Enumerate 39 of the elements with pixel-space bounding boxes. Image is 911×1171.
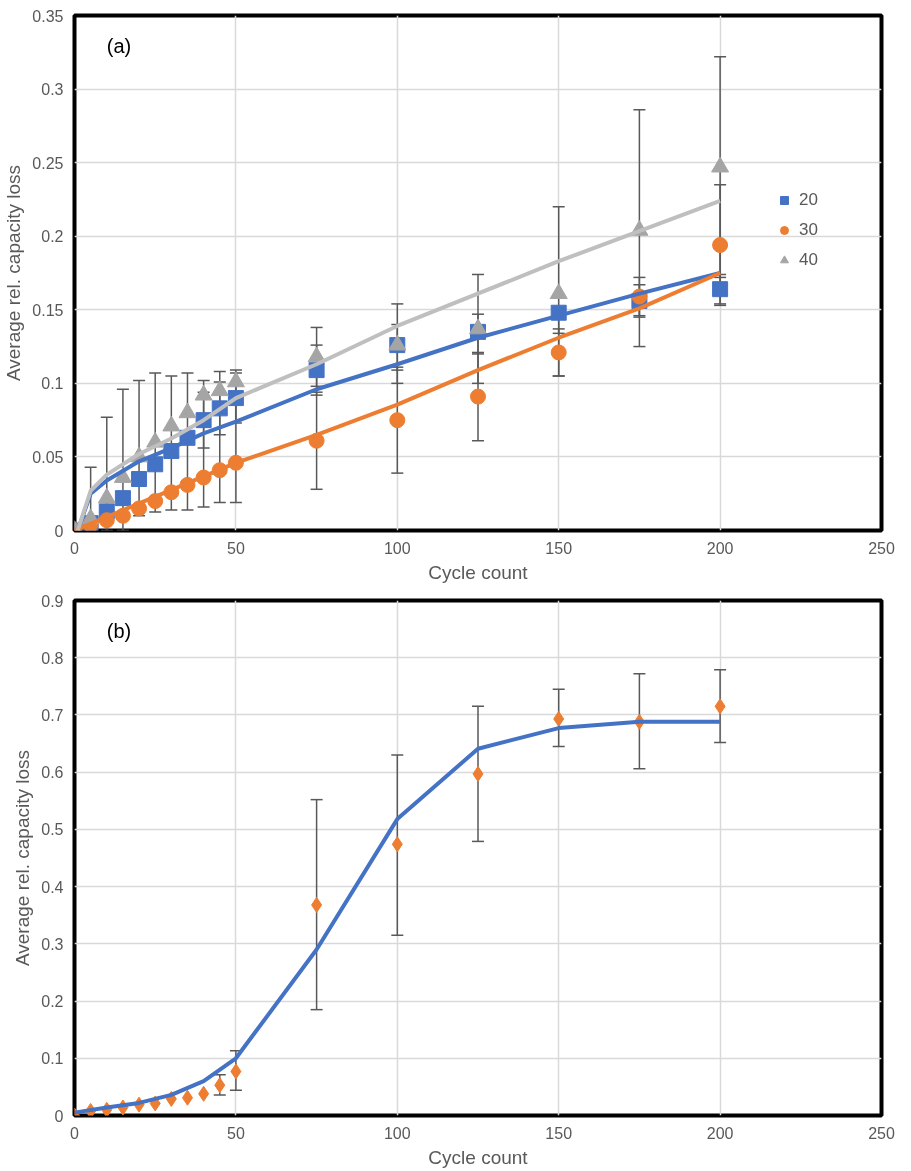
legend-label: 40 bbox=[799, 250, 819, 270]
y-axis-title: Average rel. capacity loss bbox=[3, 164, 25, 382]
y-axis-title: Average rel. capacity loss bbox=[12, 749, 34, 967]
y-tick-label: 0.4 bbox=[41, 878, 64, 896]
y-tick-label: 0.1 bbox=[41, 375, 64, 393]
x-tick-label: 200 bbox=[706, 539, 734, 557]
x-tick-label: 150 bbox=[545, 539, 573, 557]
x-tick-label: 100 bbox=[383, 539, 411, 557]
x-tick-label: 0 bbox=[70, 539, 80, 557]
x-axis-title: Cycle count bbox=[428, 561, 529, 583]
y-tick-label: 0.25 bbox=[32, 154, 64, 172]
y-tick-label: 0.7 bbox=[41, 706, 64, 724]
x-tick-label: 100 bbox=[383, 1124, 411, 1142]
y-tick-label: 0.15 bbox=[32, 301, 64, 319]
annotation: (b) bbox=[106, 619, 132, 642]
y-tick-label: 0 bbox=[54, 1107, 64, 1125]
y-tick-label: 0.6 bbox=[41, 764, 64, 782]
y-tick-label: 0.35 bbox=[32, 7, 64, 25]
x-tick-label: 200 bbox=[706, 1124, 734, 1142]
y-tick-label: 0.2 bbox=[41, 993, 64, 1011]
y-tick-label: 0 bbox=[54, 522, 64, 540]
x-tick-label: 50 bbox=[227, 539, 245, 557]
x-axis-title: Cycle count bbox=[428, 1146, 529, 1168]
x-tick-label: 50 bbox=[227, 1124, 245, 1142]
y-tick-label: 0.1 bbox=[41, 1050, 64, 1068]
x-tick-label: 150 bbox=[545, 1124, 573, 1142]
y-tick-label: 0.9 bbox=[41, 592, 64, 610]
y-tick-label: 0.05 bbox=[32, 448, 64, 466]
x-tick-label: 250 bbox=[868, 1124, 895, 1142]
legend-label: 30 bbox=[799, 220, 819, 240]
legend-label: 20 bbox=[799, 190, 819, 210]
x-tick-label: 0 bbox=[70, 1124, 80, 1142]
y-tick-label: 0.2 bbox=[41, 228, 64, 246]
y-tick-label: 0.3 bbox=[41, 81, 64, 99]
y-tick-label: 0.5 bbox=[41, 821, 64, 839]
y-tick-label: 0.3 bbox=[41, 935, 64, 953]
y-tick-label: 0.8 bbox=[41, 649, 64, 667]
x-tick-label: 250 bbox=[868, 539, 895, 557]
annotation: (a) bbox=[106, 34, 132, 57]
